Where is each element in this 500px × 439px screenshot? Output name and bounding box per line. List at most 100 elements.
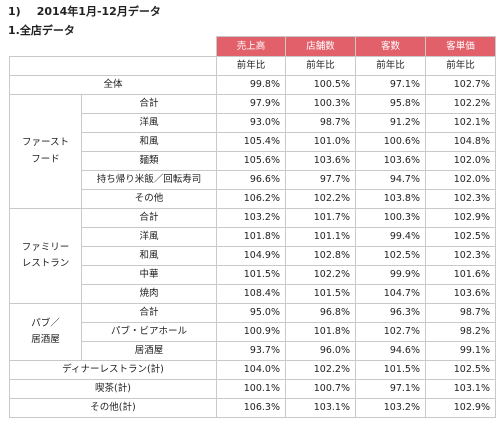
value-cell: 102.3% — [425, 189, 496, 209]
header-row: 売上高 店舗数 客数 客単価 — [9, 36, 496, 57]
value-cell: 96.6% — [216, 170, 286, 190]
value-cell: 103.6% — [425, 284, 496, 304]
subheader-cell: 前年比 — [285, 56, 356, 76]
value-cell: 101.8% — [216, 227, 286, 247]
row-label: 持ち帰り米飯／回転寿司 — [81, 170, 217, 190]
table-row: 居酒屋 93.7% 96.0% 94.6% 99.1% — [10, 341, 496, 361]
value-cell: 101.7% — [285, 208, 356, 228]
row-label: 中華 — [81, 265, 217, 285]
value-cell: 102.5% — [355, 246, 426, 266]
row-label: その他(計) — [9, 398, 217, 418]
value-cell: 102.2% — [285, 265, 356, 285]
value-cell: 103.1% — [285, 398, 356, 418]
category-label: パブ／ — [31, 317, 60, 329]
table-row: 洋風 93.0% 98.7% 91.2% 102.1% — [10, 113, 496, 133]
row-label: パブ・ビアホール — [81, 322, 217, 342]
table-row: ファースト フード 合計 97.9% 100.3% 95.8% 102.2% — [9, 94, 496, 209]
col-header-stores: 店舗数 — [285, 36, 356, 57]
subheader-cell: 前年比 — [355, 56, 426, 76]
value-cell: 98.2% — [425, 322, 496, 342]
value-cell: 99.9% — [355, 265, 426, 285]
row-label: 洋風 — [81, 227, 217, 247]
table-row: 麺類 105.6% 103.6% 103.6% 102.0% — [10, 151, 496, 171]
value-cell: 94.7% — [355, 170, 426, 190]
value-cell: 102.7% — [425, 75, 496, 95]
category-label: フード — [31, 153, 60, 165]
value-cell: 104.7% — [355, 284, 426, 304]
subheader-cell: 前年比 — [425, 56, 496, 76]
value-cell: 102.3% — [425, 246, 496, 266]
value-cell: 101.0% — [285, 132, 356, 152]
total-row: その他(計) 106.3% 103.1% 103.2% 102.9% — [9, 398, 496, 418]
value-cell: 102.5% — [425, 360, 496, 380]
value-cell: 100.1% — [216, 379, 286, 399]
value-cell: 97.1% — [355, 379, 426, 399]
value-cell: 101.6% — [425, 265, 496, 285]
category-label: ファミリー — [21, 241, 70, 253]
value-cell: 103.2% — [355, 398, 426, 418]
value-cell: 101.5% — [355, 360, 426, 380]
row-label: 麺類 — [81, 151, 217, 171]
table-row: 和風 104.9% 102.8% 102.5% 102.3% — [10, 246, 496, 266]
value-cell: 93.7% — [216, 341, 286, 361]
value-cell: 102.5% — [425, 227, 496, 247]
value-cell: 106.3% — [216, 398, 286, 418]
table-row: 中華 101.5% 102.2% 99.9% 101.6% — [10, 265, 496, 285]
subsection-heading: 1.全店データ — [8, 24, 75, 37]
category-label: 居酒屋 — [31, 334, 60, 345]
category-cell: ファースト フード — [9, 94, 82, 209]
table-row: 洋風 101.8% 101.1% 99.4% 102.5% — [10, 227, 496, 247]
value-cell: 108.4% — [216, 284, 286, 304]
value-cell: 103.1% — [425, 379, 496, 399]
value-cell: 100.6% — [355, 132, 426, 152]
value-cell: 99.1% — [425, 341, 496, 361]
value-cell: 102.0% — [425, 151, 496, 171]
corner-cell — [9, 36, 217, 57]
value-cell: 100.3% — [355, 208, 426, 228]
value-cell: 95.0% — [216, 303, 286, 323]
col-header-sales: 売上高 — [216, 36, 286, 57]
row-label: 洋風 — [81, 113, 217, 133]
row-label: 和風 — [81, 246, 217, 266]
value-cell: 94.6% — [355, 341, 426, 361]
table-row: パブ・ビアホール 100.9% 101.8% 102.7% 98.2% — [10, 322, 496, 342]
value-cell: 106.2% — [216, 189, 286, 209]
table-row: 和風 105.4% 101.0% 100.6% 104.8% — [10, 132, 496, 152]
value-cell: 103.8% — [355, 189, 426, 209]
category-label: ファースト — [21, 137, 70, 149]
col-header-spend: 客単価 — [425, 36, 496, 57]
subheader-row: 前年比 前年比 前年比 前年比 — [9, 56, 496, 76]
row-label: 居酒屋 — [81, 341, 217, 361]
table-row: ファミリー レストラン 合計 103.2% 101.7% 100.3% 102.9% — [9, 208, 496, 304]
value-cell: 104.8% — [425, 132, 496, 152]
category-cell: パブ／ 居酒屋 — [9, 303, 82, 361]
value-cell: 91.2% — [355, 113, 426, 133]
value-cell: 101.5% — [285, 284, 356, 304]
value-cell: 102.2% — [285, 189, 356, 209]
value-cell: 97.7% — [285, 170, 356, 190]
row-label: ディナーレストラン(計) — [9, 360, 217, 380]
value-cell: 100.9% — [216, 322, 286, 342]
value-cell: 101.5% — [216, 265, 286, 285]
row-label: 合計 — [81, 94, 217, 114]
section-heading: 1) 2014年1月-12月データ — [8, 3, 161, 19]
category-label: レストラン — [21, 258, 70, 269]
value-cell: 102.8% — [285, 246, 356, 266]
section-title: 2014年1月-12月データ — [36, 5, 161, 18]
value-cell: 102.2% — [425, 94, 496, 114]
value-cell: 93.0% — [216, 113, 286, 133]
value-cell: 102.9% — [425, 398, 496, 418]
value-cell: 99.8% — [216, 75, 286, 95]
row-label: 焼肉 — [81, 284, 217, 304]
value-cell: 95.8% — [355, 94, 426, 114]
value-cell: 96.3% — [355, 303, 426, 323]
col-header-customers: 客数 — [355, 36, 426, 57]
value-cell: 102.7% — [355, 322, 426, 342]
value-cell: 98.7% — [425, 303, 496, 323]
row-label: 和風 — [81, 132, 217, 152]
value-cell: 104.9% — [216, 246, 286, 266]
value-cell: 103.2% — [216, 208, 286, 228]
value-cell: 101.8% — [285, 322, 356, 342]
value-cell: 100.5% — [285, 75, 356, 95]
value-cell: 104.0% — [216, 360, 286, 380]
